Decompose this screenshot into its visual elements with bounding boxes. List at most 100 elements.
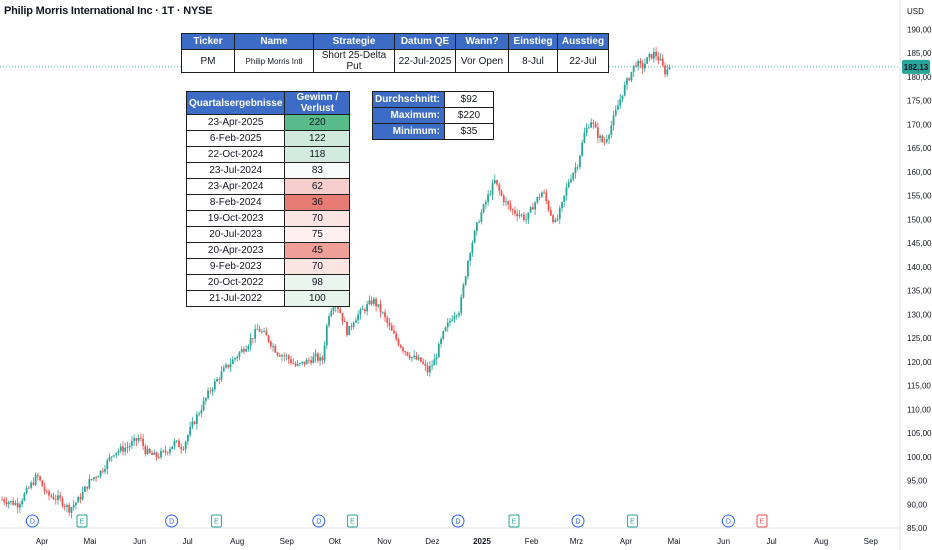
x-tick-label: Feb xyxy=(525,537,539,546)
candle-body xyxy=(444,327,447,332)
candle-body xyxy=(435,357,438,360)
candle-body xyxy=(299,363,301,364)
event-marker-label: E xyxy=(630,519,635,526)
candle-body xyxy=(189,426,192,436)
candle-body xyxy=(361,309,364,311)
dividend-marker[interactable] xyxy=(571,514,585,528)
candle-body xyxy=(330,311,333,317)
candle-body xyxy=(19,504,21,508)
candle-body xyxy=(388,322,391,326)
candle-body xyxy=(23,493,26,501)
candle-body xyxy=(397,339,400,346)
candle-body xyxy=(265,331,268,336)
dividend-marker[interactable] xyxy=(312,514,326,528)
candle-body xyxy=(523,214,525,220)
candle-body xyxy=(240,349,243,353)
candle-body xyxy=(57,495,59,500)
x-tick-label: Dez xyxy=(425,537,439,546)
earnings-date: 21-Jul-2022 xyxy=(185,290,286,307)
candle-body xyxy=(469,253,472,262)
candle-body xyxy=(41,480,44,487)
candle-body xyxy=(531,207,534,210)
y-tick-label: 180,00 xyxy=(907,73,932,82)
dividend-marker[interactable] xyxy=(25,514,39,528)
candle-body xyxy=(411,357,413,359)
earnings-marker[interactable] xyxy=(346,514,358,528)
candle-body xyxy=(198,413,201,415)
event-marker-label: E xyxy=(760,519,765,526)
col-exit: Ausstieg xyxy=(557,33,609,50)
candle-body xyxy=(180,447,183,450)
y-tick-label: 125,00 xyxy=(907,334,932,343)
candle-body xyxy=(254,329,257,339)
x-tick-label: Mai xyxy=(668,537,681,546)
x-tick-label: Mai xyxy=(84,537,97,546)
candle-body xyxy=(148,449,151,453)
candle-body xyxy=(5,502,8,505)
stats-value: $92 xyxy=(444,91,494,108)
candle-body xyxy=(303,361,306,365)
candle-body xyxy=(368,300,371,305)
earnings-marker[interactable] xyxy=(210,514,222,528)
x-tick-label: Sep xyxy=(864,537,879,546)
candle-body xyxy=(567,181,570,188)
candle-body xyxy=(370,300,373,305)
candle-body xyxy=(90,479,93,480)
col-name: Name xyxy=(234,33,314,50)
trade-table-row: PM Philip Morris Intl Short 25-Delta Put… xyxy=(181,49,609,73)
candle-body xyxy=(290,359,292,364)
dividend-marker[interactable] xyxy=(721,514,735,528)
candle-body xyxy=(552,215,554,223)
col-quarter-results: Quartalsergebnisse xyxy=(185,91,286,115)
candle-body xyxy=(520,214,523,216)
x-tick-label: Jun xyxy=(717,537,730,546)
candle-body xyxy=(529,207,532,213)
candle-body xyxy=(173,441,176,447)
col-when: Wann? xyxy=(455,33,509,50)
x-tick-label: Nov xyxy=(377,537,391,546)
event-marker-label: D xyxy=(455,519,460,526)
event-marker-label: E xyxy=(512,519,517,526)
candle-body xyxy=(272,345,274,347)
candle-body xyxy=(608,134,610,140)
y-tick-label: 190,00 xyxy=(907,25,932,34)
candle-body xyxy=(249,338,252,346)
x-tick-label: Jul xyxy=(182,537,192,546)
candle-body xyxy=(554,219,557,223)
candle-body xyxy=(480,212,483,222)
candle-body xyxy=(50,495,53,497)
event-marker-label: D xyxy=(169,519,174,526)
candle-body xyxy=(216,379,218,382)
candle-body xyxy=(489,194,492,196)
earnings-row: 23-Apr-2025 220 xyxy=(185,114,351,131)
stats-row-average: Durchschnitt: $92 xyxy=(372,91,494,108)
candle-body xyxy=(113,455,115,457)
earnings-marker[interactable] xyxy=(508,514,520,528)
candle-body xyxy=(283,355,286,357)
candle-body xyxy=(321,357,324,361)
y-tick-label: 170,00 xyxy=(907,120,932,129)
candle-body xyxy=(187,435,189,442)
earnings-marker[interactable] xyxy=(626,514,638,528)
candle-body xyxy=(251,338,254,340)
col-date-qe: Datum QE xyxy=(394,33,456,50)
earnings-row: 23-Jul-2024 83 xyxy=(185,162,351,179)
col-ticker: Ticker xyxy=(181,33,235,50)
candle-body xyxy=(424,363,427,366)
stats-label: Maximum: xyxy=(372,107,445,124)
dividend-marker[interactable] xyxy=(451,514,465,528)
candle-body xyxy=(637,60,640,67)
candle-body xyxy=(408,355,411,359)
earnings-table-header: Quartalsergebnisse Gewinn / Verlust xyxy=(185,91,351,115)
candle-body xyxy=(285,355,288,357)
earnings-marker[interactable] xyxy=(76,514,88,528)
earnings-value: 70 xyxy=(284,258,351,275)
candle-body xyxy=(238,352,241,357)
candle-body xyxy=(534,202,537,210)
dividend-marker[interactable] xyxy=(165,514,179,528)
earnings-marker[interactable] xyxy=(756,514,768,528)
candle-body xyxy=(213,381,216,390)
candle-body xyxy=(635,65,637,67)
candle-body xyxy=(263,331,265,333)
